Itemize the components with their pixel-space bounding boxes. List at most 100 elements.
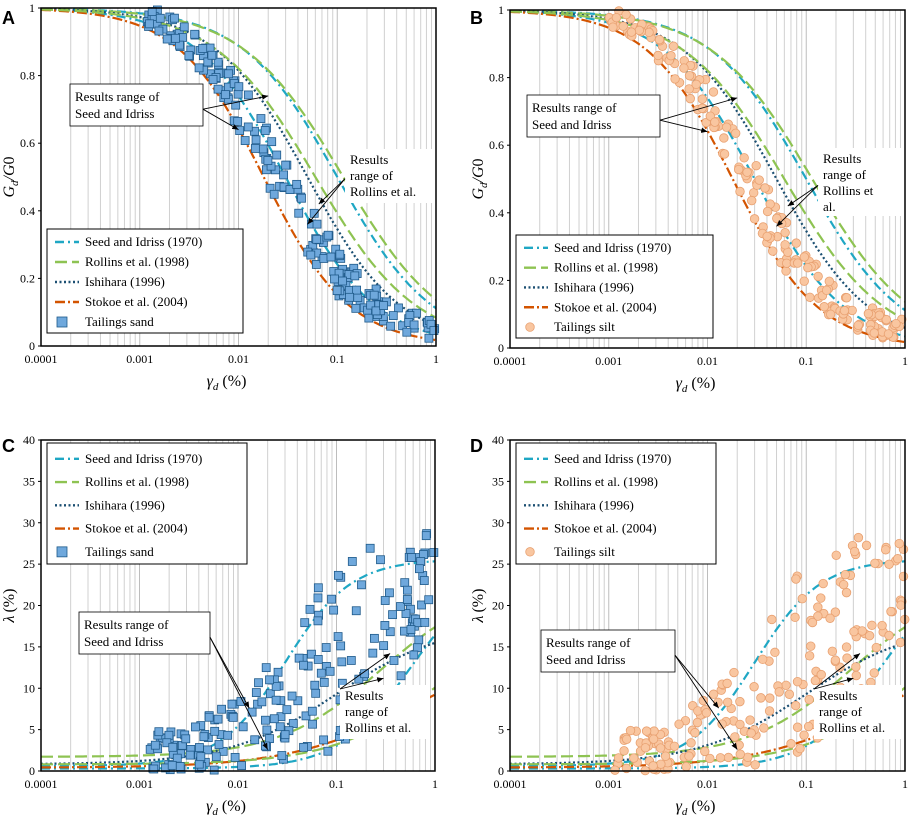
data-point [321, 643, 331, 652]
data-point [717, 719, 727, 729]
data-point [772, 213, 782, 224]
data-point [847, 305, 857, 316]
data-point [224, 69, 234, 79]
data-point [414, 635, 424, 645]
data-point [281, 160, 291, 170]
data-point [634, 25, 645, 36]
data-point [799, 252, 810, 262]
data-point [210, 726, 220, 736]
data-point [313, 583, 323, 593]
data-point [261, 663, 271, 673]
data-point [194, 759, 204, 769]
data-point [886, 606, 896, 617]
data-point [396, 671, 406, 681]
annotation-arrow [307, 178, 346, 225]
annotation-text: Seed and Idriss [532, 117, 611, 132]
data-point [352, 285, 362, 295]
data-point [853, 532, 864, 543]
data-point [684, 70, 695, 81]
data-point [713, 697, 723, 708]
data-point [880, 545, 891, 555]
y-axis-label-text: λ (%) [1, 589, 18, 624]
data-point [851, 662, 861, 672]
legend: Seed and Idriss (1970) Rollins et al. (19… [46, 442, 248, 565]
data-point [394, 303, 403, 313]
data-point [735, 749, 745, 759]
data-point [413, 643, 422, 653]
data-point [400, 578, 410, 588]
data-point [670, 74, 680, 84]
data-point [813, 271, 823, 282]
data-point [608, 22, 618, 32]
data-point [231, 100, 241, 110]
data-point [313, 616, 323, 626]
data-point [813, 611, 823, 621]
data-point [300, 618, 310, 628]
data-point [644, 27, 654, 38]
data-point [297, 193, 306, 203]
data-point [227, 699, 237, 709]
data-point [803, 262, 813, 273]
data-point [669, 741, 680, 752]
data-point [768, 246, 778, 256]
curve-seedUpper [510, 560, 906, 767]
data-point [869, 668, 879, 678]
data-point [301, 711, 311, 721]
data-point [838, 579, 849, 590]
data-point [861, 540, 872, 551]
data-point [388, 610, 397, 620]
data-point [299, 660, 308, 670]
data-point [208, 75, 218, 84]
data-point [840, 569, 851, 580]
data-point [625, 725, 636, 736]
y-tick-label: 0.2 [20, 271, 35, 285]
data-point [424, 595, 434, 605]
data-point [293, 696, 303, 706]
data-point [864, 631, 875, 641]
data-point [831, 550, 841, 560]
data-point [307, 706, 317, 716]
data-point [871, 642, 882, 653]
legend: Seed and Idriss (1970) Rollins et al. (19… [515, 234, 714, 339]
data-point [309, 208, 319, 218]
x-tick-label: 0.001 [126, 352, 153, 366]
annotation-arrow [209, 636, 269, 750]
data-point [213, 714, 223, 724]
data-point [893, 554, 903, 564]
data-point [618, 21, 628, 31]
y-tick-label: 0 [29, 764, 35, 778]
data-point [653, 50, 663, 61]
legend-marker [56, 316, 68, 328]
data-point [179, 22, 189, 32]
legend: Seed and Idriss (1970) Rollins et al. (19… [515, 442, 717, 565]
data-point [380, 596, 390, 605]
curve-rollins [510, 626, 906, 758]
annotation-arrow [659, 119, 708, 133]
data-point [895, 637, 906, 648]
y-label-part: (%) [1, 589, 18, 613]
data-point [191, 722, 200, 732]
x-tick-label: 0.001 [126, 777, 153, 791]
data-point [863, 308, 874, 319]
y-tick-label: 20 [23, 599, 35, 613]
legend-label: Seed and Idriss (1970) [85, 234, 202, 249]
data-point [251, 135, 261, 145]
data-point [821, 285, 832, 296]
data-point [816, 593, 826, 603]
legend-marker [525, 547, 535, 557]
legend-label: Rollins et al. (1998) [554, 474, 658, 489]
annotation-arrow [202, 94, 269, 110]
data-point [275, 722, 285, 732]
y-tick-label: 15 [492, 640, 504, 654]
data-point [263, 156, 273, 165]
data-point [350, 271, 360, 281]
x-axis-label-unit: (%) [222, 373, 246, 390]
data-point [710, 117, 720, 127]
data-point [150, 740, 160, 750]
legend-label: Tailings sand [85, 314, 154, 329]
data-point [338, 276, 347, 286]
data-point [869, 328, 879, 338]
data-point [167, 760, 177, 770]
data-point [839, 305, 850, 316]
data-point [396, 602, 405, 611]
